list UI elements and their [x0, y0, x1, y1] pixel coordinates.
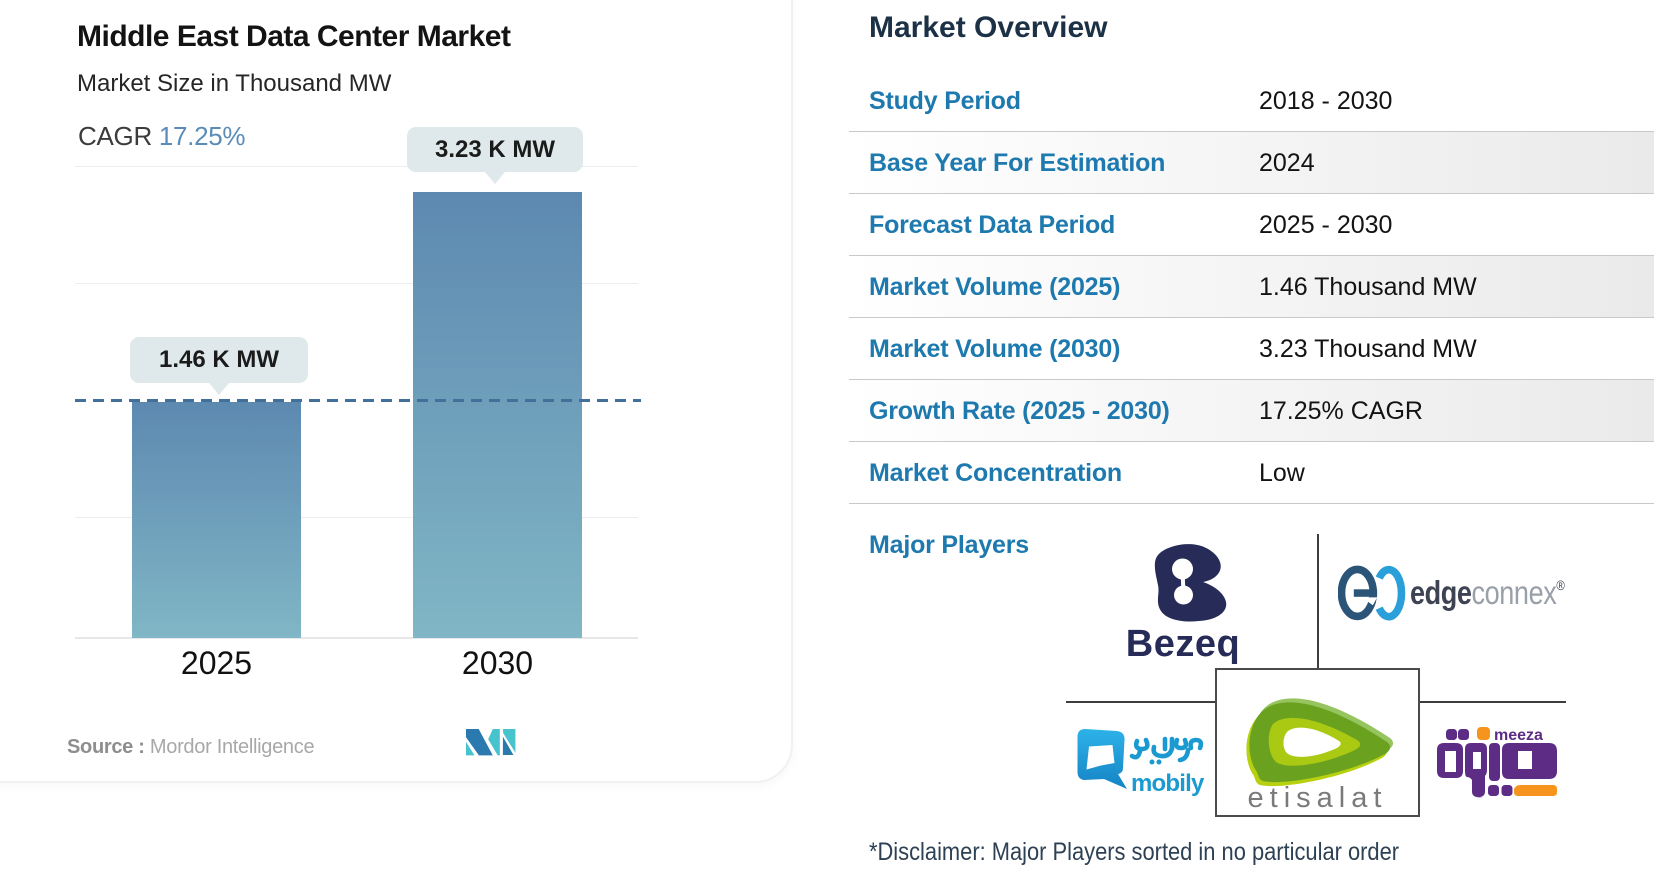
svg-text:mobily: mobily — [1131, 770, 1205, 797]
svg-text:meeza: meeza — [1494, 727, 1543, 744]
